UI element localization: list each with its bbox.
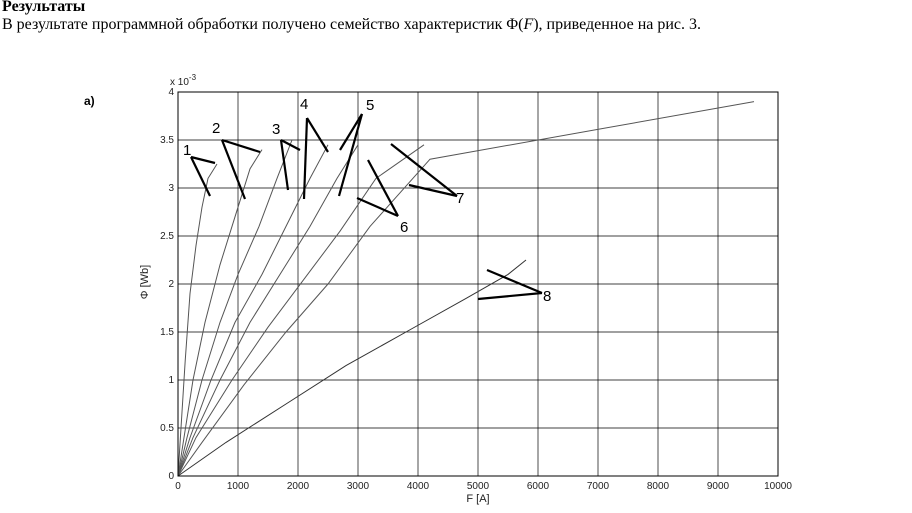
- curve-label-4: 4: [300, 96, 308, 113]
- y-tick-label: 1: [168, 375, 174, 386]
- grid: [177, 91, 779, 477]
- curve-labels: 1 2 3 4 5 6 7 8: [183, 96, 551, 305]
- y-axis-label: Φ [Wb]: [139, 265, 151, 299]
- x-tick-label: 0: [175, 481, 181, 492]
- curve-7: [177, 101, 755, 477]
- label-leaders: [190, 113, 543, 301]
- curve-label-6: 6: [400, 219, 408, 236]
- x-tick-label: 1000: [227, 481, 250, 492]
- leader-line: [190, 155, 216, 165]
- curve-3: [177, 139, 293, 477]
- curve-8: [177, 259, 527, 477]
- x-tick-label: 10000: [764, 481, 792, 492]
- y-tick-label: 2: [168, 279, 174, 290]
- leader-line: [190, 156, 211, 197]
- curve-label-7: 7: [456, 190, 464, 207]
- curve-2: [177, 149, 263, 477]
- y-tick-label: 3.5: [160, 135, 174, 146]
- curve-label-2: 2: [212, 120, 220, 137]
- x-axis-label: F [A]: [466, 493, 489, 505]
- leader-line: [306, 117, 329, 153]
- curve-label-3: 3: [272, 121, 280, 138]
- para-text-after: ), приведенное на рис. 3.: [533, 16, 702, 33]
- body-paragraph: В результате программной обработки получ…: [2, 16, 701, 34]
- leader-line: [337, 113, 364, 197]
- y-tick-label: 0: [168, 471, 174, 482]
- leader-line: [477, 291, 543, 301]
- leader-line: [486, 268, 543, 295]
- leader-line: [221, 138, 261, 154]
- curve-label-1: 1: [183, 142, 191, 159]
- leader-line: [279, 139, 290, 191]
- leader-line: [302, 117, 309, 200]
- curve-4: [177, 144, 329, 477]
- plot-frame: [177, 91, 779, 477]
- curve-group: [177, 101, 755, 477]
- x-tick-label: 9000: [707, 481, 730, 492]
- y-multiplier: x 10-3: [170, 73, 197, 88]
- para-variable: F: [523, 16, 534, 33]
- panel-label: а): [84, 94, 95, 108]
- x-tick-label: 5000: [467, 481, 490, 492]
- x-tick-label: 7000: [587, 481, 610, 492]
- leader-line: [339, 113, 363, 151]
- leader-line: [408, 183, 458, 198]
- y-tick-label: 4: [168, 87, 174, 98]
- x-tick-label: 6000: [527, 481, 550, 492]
- leader-line: [220, 139, 247, 200]
- y-tick-label: 2.5: [160, 231, 174, 242]
- curve-label-8: 8: [543, 288, 551, 305]
- x-tick-label: 8000: [647, 481, 670, 492]
- leader-line: [390, 143, 458, 197]
- curve-1: [177, 163, 218, 477]
- y-multiplier-base: x 10: [170, 77, 189, 88]
- y-multiplier-exp: -3: [189, 73, 197, 82]
- section-heading: Результаты: [2, 0, 86, 15]
- x-tick-label: 4000: [407, 481, 430, 492]
- para-text-before: В результате программной обработки получ…: [2, 16, 524, 33]
- curve-label-5: 5: [366, 97, 374, 114]
- y-tick-label: 3: [168, 183, 174, 194]
- y-tick-label: 1.5: [160, 327, 174, 338]
- leader-line: [280, 139, 301, 151]
- curve-6: [177, 144, 425, 477]
- leader-line: [367, 159, 399, 217]
- leader-line: [356, 196, 399, 218]
- x-tick-label: 3000: [347, 481, 370, 492]
- y-tick-label: 0.5: [160, 423, 174, 434]
- curve-5: [177, 144, 359, 477]
- x-tick-label: 2000: [287, 481, 310, 492]
- tick-labels: 0 1000 2000 3000 4000 5000 6000 7000 8000 9000 100…: [160, 87, 792, 492]
